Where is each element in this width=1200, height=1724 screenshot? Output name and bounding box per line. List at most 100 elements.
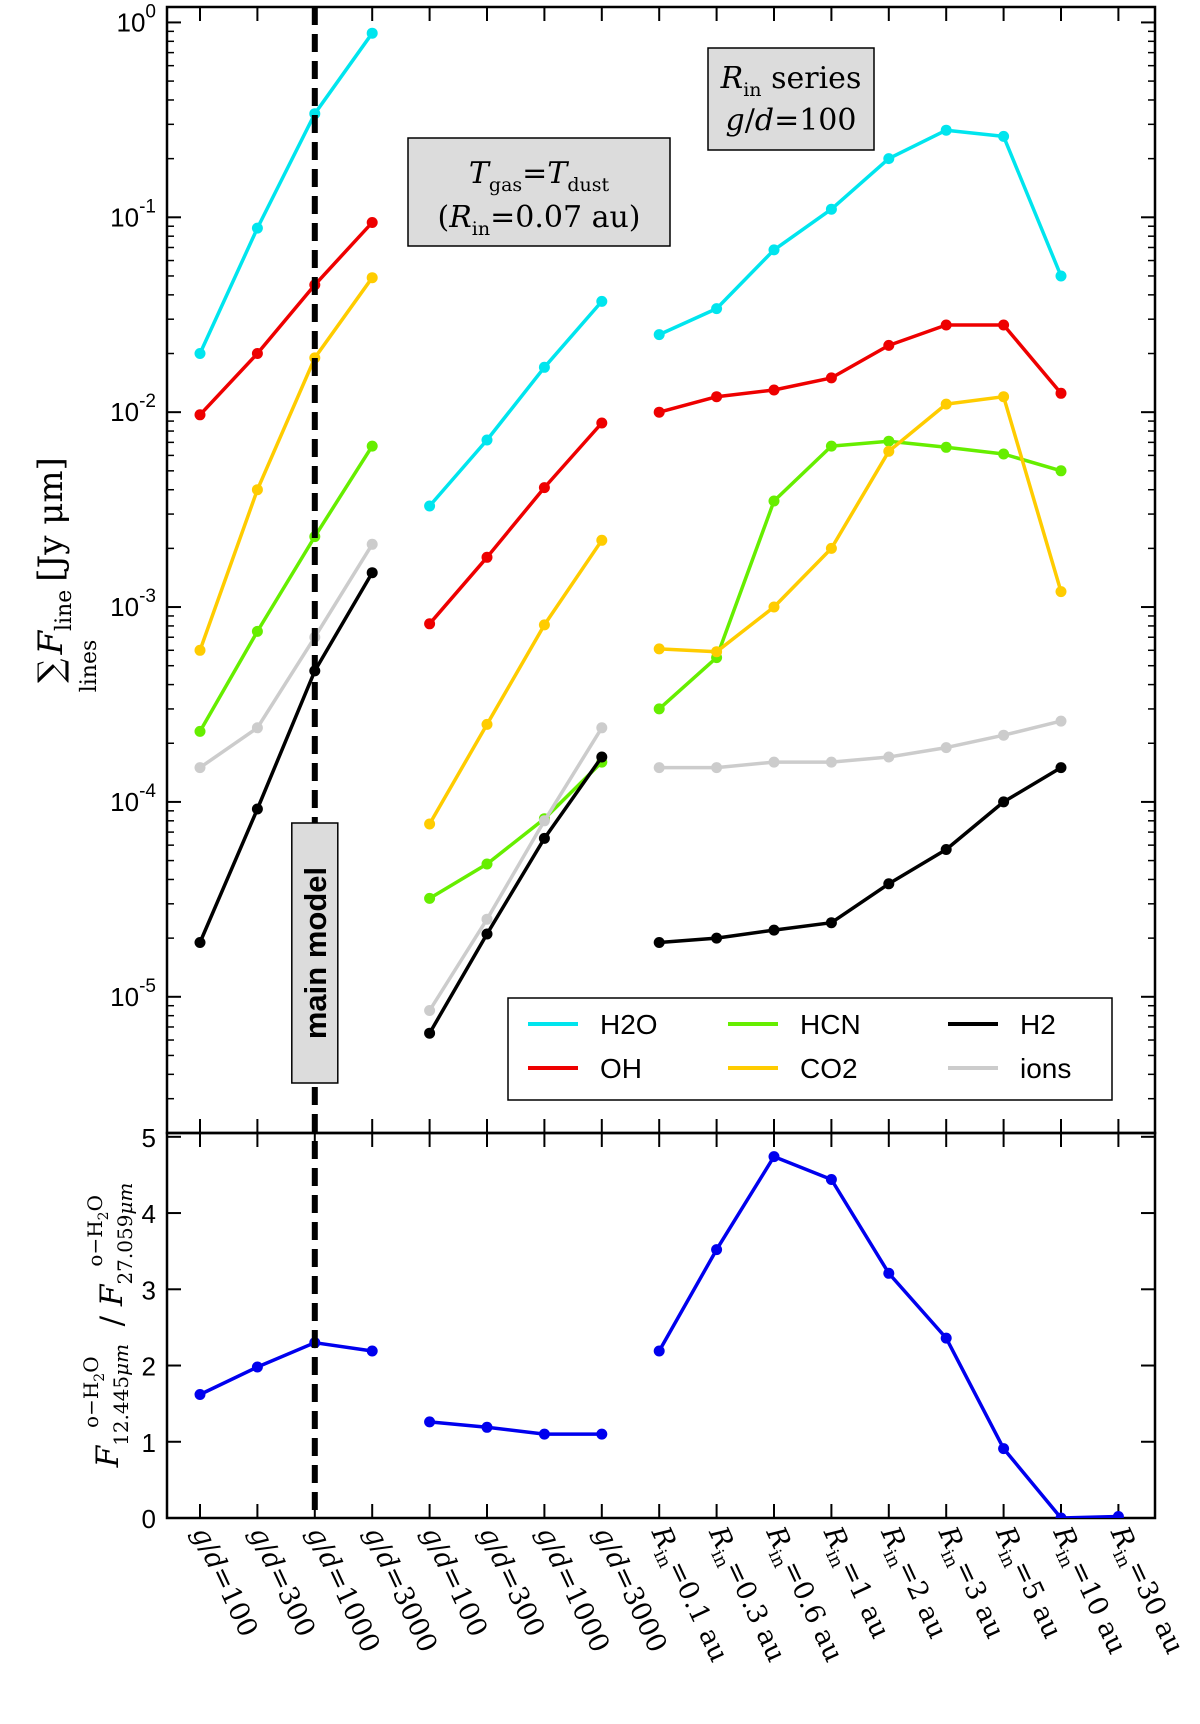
point-ratio (711, 1244, 723, 1256)
series-h2o (194, 27, 1067, 512)
point-h2o (596, 295, 608, 307)
point-oh (194, 409, 206, 421)
line-hcn-group-1 (198, 445, 374, 733)
point-h2o (538, 361, 550, 373)
point-hcn (768, 495, 780, 507)
point-h2 (1055, 762, 1067, 774)
point-ions (251, 722, 263, 734)
svg-text:F12.445μmo−H2O/ F27.059μmo−H2O: F12.445μmo−H2O/ F27.059μmo−H2O (79, 1183, 137, 1469)
point-ions (940, 742, 952, 754)
ylabel-unit: [Jy μm] (31, 457, 71, 582)
point-h2 (596, 751, 608, 763)
ylabel-under: lines (77, 640, 102, 693)
legend-label-ions: ions (1020, 1053, 1071, 1084)
point-hcn (424, 892, 436, 904)
point-hcn (825, 440, 837, 452)
point-ions (768, 756, 780, 768)
point-oh (883, 339, 895, 351)
point-ratio (538, 1428, 550, 1440)
point-ions (825, 756, 837, 768)
point-h2o (251, 222, 263, 234)
annotation-rin-line2: g/d=100 (726, 103, 857, 138)
point-h2 (883, 878, 895, 890)
series-co2 (194, 272, 1067, 830)
ytick-label: 0 (142, 1504, 156, 1534)
point-oh (366, 217, 378, 228)
point-ions (366, 538, 378, 550)
annotation-rin-line1: Rin series (720, 61, 862, 101)
ytick-label: 1 (142, 1428, 156, 1458)
legend-label-h2o: H2O (600, 1009, 658, 1040)
point-h2o (768, 244, 780, 256)
point-hcn (251, 625, 263, 637)
series-oh (194, 217, 1067, 630)
point-oh (768, 384, 780, 396)
line-ratio-group-2 (429, 1420, 602, 1436)
point-ions (596, 722, 608, 734)
point-h2o (711, 303, 723, 315)
point-oh (940, 319, 952, 331)
point-oh (653, 406, 665, 418)
annotation-tgas-line1: Tgas=Tdust (469, 156, 610, 196)
point-ratio (596, 1428, 608, 1440)
annotation-box-tgas-bg (407, 137, 671, 247)
point-h2 (940, 844, 952, 855)
point-h2o (940, 124, 952, 136)
point-h2o (883, 153, 895, 165)
point-h2 (768, 924, 780, 936)
point-oh (481, 551, 493, 563)
point-co2 (366, 272, 378, 284)
point-oh (538, 482, 550, 494)
ytick-label: 10-5 (110, 976, 156, 1012)
point-h2 (251, 803, 263, 815)
ytick-label: 10-4 (110, 781, 156, 817)
point-co2 (424, 818, 436, 830)
point-ions (1055, 715, 1067, 727)
point-hcn (653, 703, 665, 715)
point-h2 (998, 796, 1010, 808)
point-ratio (940, 1332, 952, 1344)
point-co2 (251, 484, 263, 496)
legend: H2O OH HCN CO2 H2 ions (507, 997, 1113, 1101)
line-ions-group-2 (428, 726, 604, 1012)
point-co2 (711, 646, 723, 658)
point-h2o (1055, 270, 1067, 282)
point-oh (596, 417, 608, 429)
point-h2o (424, 500, 436, 512)
point-co2 (538, 619, 550, 631)
line-ratio-group-1 (199, 1340, 373, 1397)
ytick-label: 100 (117, 1, 157, 37)
point-ions (883, 751, 895, 763)
legend-frame (507, 997, 1113, 1101)
y-tick-labels: 100 10-1 10-2 10-3 10-4 10-5 0 1 2 3 4 5 (110, 1, 156, 1534)
point-hcn (366, 440, 378, 452)
point-hcn (998, 448, 1010, 460)
series-ions (194, 538, 1067, 1016)
ylabel-sub: line (52, 590, 77, 631)
point-ions (653, 762, 665, 774)
point-ratio (653, 1345, 665, 1357)
ytick-label: 10-3 (110, 586, 156, 622)
point-h2o (481, 434, 493, 446)
point-ratio (194, 1389, 206, 1400)
ytick-label: 10-2 (110, 391, 156, 427)
line-ions-group-1 (199, 543, 374, 770)
point-oh (251, 348, 263, 359)
legend-label-co2: CO2 (800, 1053, 858, 1084)
bottom-y-axis-label: F12.445μmo−H2O/ F27.059μmo−H2O (79, 1183, 137, 1469)
point-oh (711, 391, 723, 403)
line-hcn-group-2 (428, 760, 604, 900)
point-ratio (825, 1174, 837, 1185)
ytick-label: 2 (142, 1352, 156, 1382)
point-co2 (998, 391, 1010, 403)
point-ions (481, 913, 493, 925)
line-h2o-group-1 (198, 32, 374, 355)
ytick-label: 10-1 (110, 196, 156, 232)
point-co2 (768, 601, 780, 613)
annotation-tgas-line2: (Rin=0.07 au) (437, 200, 640, 240)
point-h2 (653, 937, 665, 948)
point-h2o (366, 27, 378, 39)
ylabel-sum: ∑ (31, 659, 71, 683)
point-co2 (825, 542, 837, 554)
